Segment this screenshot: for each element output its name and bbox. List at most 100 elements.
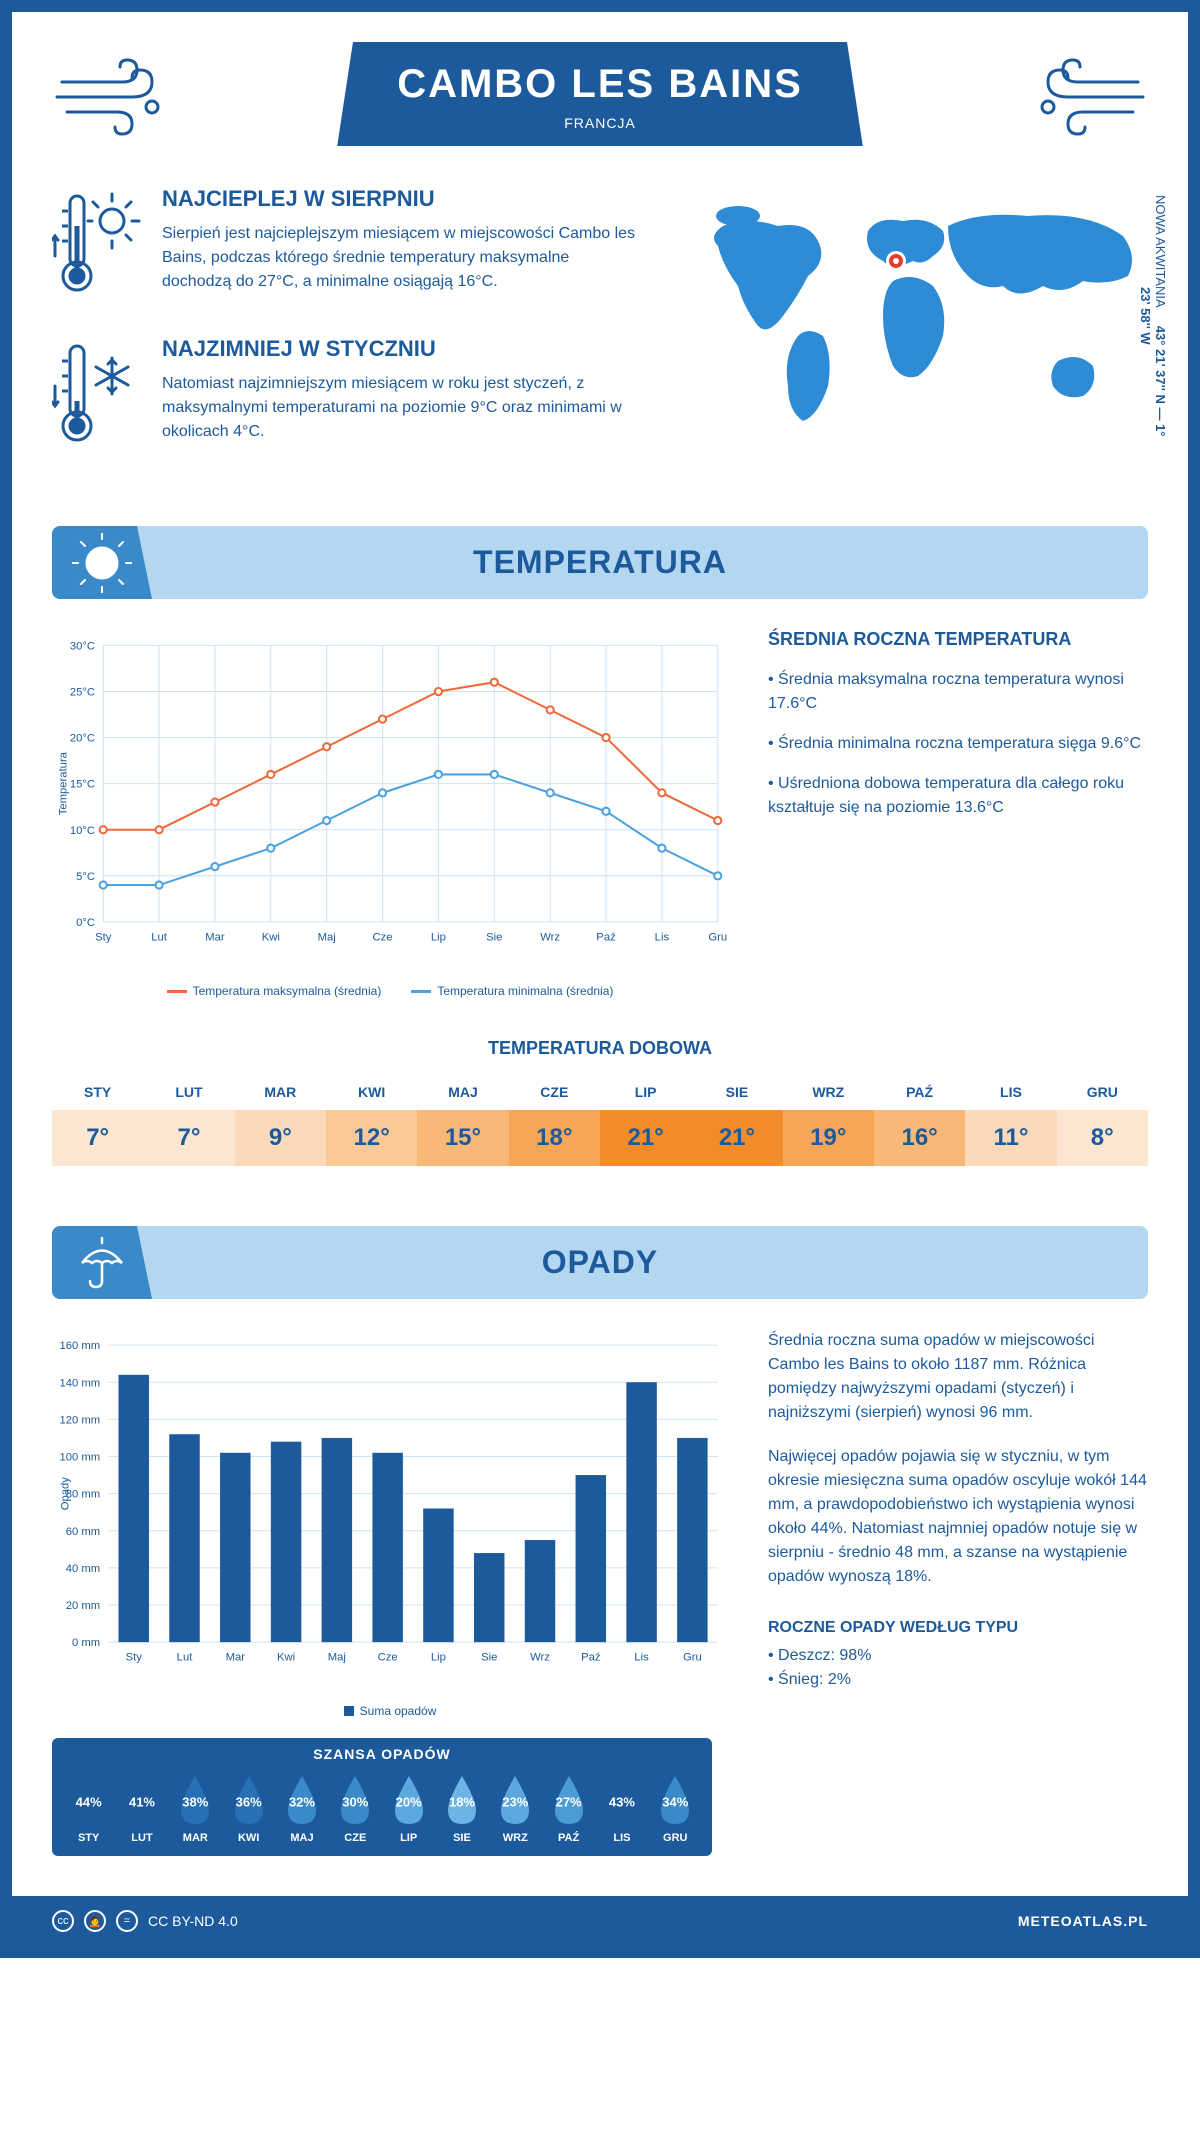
thermometer-snow-icon	[52, 336, 142, 456]
intro-left: NAJCIEPLEJ W SIERPNIU Sierpień jest najc…	[52, 186, 638, 486]
coordinates: NOWA AKWITANIA 43° 21' 37'' N — 1° 23' 5…	[1138, 186, 1168, 446]
drop-icon: 32%	[280, 1772, 324, 1826]
wind-icon-right	[1028, 52, 1148, 142]
svg-text:Temperatura: Temperatura	[57, 751, 69, 815]
license-text: CC BY-ND 4.0	[148, 1913, 238, 1929]
svg-text:160 mm: 160 mm	[59, 1340, 100, 1352]
chance-month: GRU	[653, 1832, 697, 1844]
precipitation-bar-chart: 0 mm20 mm40 mm60 mm80 mm100 mm120 mm140 …	[52, 1329, 728, 1689]
world-map-icon	[668, 186, 1148, 446]
daily-cell: MAJ15°	[417, 1074, 508, 1176]
temperature-chart-wrap: 0°C5°C10°C15°C20°C25°C30°CStyLutMarKwiMa…	[52, 629, 728, 998]
temperature-line-chart: 0°C5°C10°C15°C20°C25°C30°CStyLutMarKwiMa…	[52, 629, 728, 969]
warmest-text: Sierpień jest najcieplejszym miesiącem w…	[162, 222, 638, 294]
daily-cell: STY7°	[52, 1074, 143, 1176]
chance-month: SIE	[440, 1832, 484, 1844]
drop-icon: 18%	[440, 1772, 484, 1826]
svg-text:Lip: Lip	[431, 931, 446, 943]
svg-text:40 mm: 40 mm	[66, 1563, 100, 1575]
chance-percent: 38%	[182, 1794, 208, 1809]
chance-item: 32%MAJ	[280, 1772, 324, 1844]
precipitation-type: ROCZNE OPADY WEDŁUG TYPU • Deszcz: 98%• …	[768, 1619, 1148, 1689]
daily-value: 21°	[691, 1110, 782, 1166]
chance-month: MAR	[173, 1832, 217, 1844]
daily-value: 18°	[509, 1110, 600, 1166]
svg-text:Paź: Paź	[581, 1652, 601, 1664]
chance-percent: 27%	[556, 1794, 582, 1809]
precipitation-legend: Suma opadów	[52, 1704, 728, 1718]
temperature-info: ŚREDNIA ROCZNA TEMPERATURA • Średnia mak…	[768, 629, 1148, 998]
daily-month: KWI	[326, 1084, 417, 1110]
svg-text:60 mm: 60 mm	[66, 1526, 100, 1538]
precipitation-section-header: OPADY	[52, 1226, 1148, 1299]
daily-value: 21°	[600, 1110, 691, 1166]
svg-text:Mar: Mar	[226, 1652, 246, 1664]
svg-text:Lut: Lut	[151, 931, 168, 943]
chance-heading: SZANSA OPADÓW	[52, 1746, 712, 1762]
drop-icon: 34%	[653, 1772, 697, 1826]
chance-percent: 44%	[76, 1794, 102, 1809]
chance-item: 20% LIP	[387, 1772, 431, 1844]
chance-item: 36% KWI	[227, 1772, 271, 1844]
svg-text:Lip: Lip	[431, 1652, 446, 1664]
temperature-legend: Temperatura maksymalna (średnia) Tempera…	[52, 984, 728, 998]
svg-text:120 mm: 120 mm	[59, 1414, 100, 1426]
coldest-text: Natomiast najzimniejszym miesiącem w rok…	[162, 372, 638, 444]
temperature-section: 0°C5°C10°C15°C20°C25°C30°CStyLutMarKwiMa…	[52, 629, 1148, 998]
chance-percent: 23%	[502, 1794, 528, 1809]
coldest-heading: NAJZIMNIEJ W STYCZNIU	[162, 336, 638, 362]
chance-percent: 20%	[396, 1794, 422, 1809]
daily-month: CZE	[509, 1084, 600, 1110]
svg-text:Opady: Opady	[59, 1477, 71, 1511]
svg-text:Sty: Sty	[95, 931, 112, 943]
chance-month: LIP	[387, 1832, 431, 1844]
svg-text:0 mm: 0 mm	[72, 1637, 100, 1649]
svg-text:30°C: 30°C	[70, 640, 95, 652]
chance-item: 18% SIE	[440, 1772, 484, 1844]
footer-license: cc 🙍 = CC BY-ND 4.0	[52, 1910, 238, 1932]
chance-month: STY	[67, 1832, 111, 1844]
sun-icon	[52, 526, 152, 599]
svg-text:Lis: Lis	[655, 931, 670, 943]
daily-value: 7°	[52, 1110, 143, 1166]
daily-month: MAR	[235, 1084, 326, 1110]
chance-item: 38% MAR	[173, 1772, 217, 1844]
chance-month: LIS	[600, 1832, 644, 1844]
chance-item: 27% PAŹ	[547, 1772, 591, 1844]
daily-cell: LIS11°	[965, 1074, 1056, 1176]
svg-text:20°C: 20°C	[70, 733, 95, 745]
drop-icon: 23%	[493, 1772, 537, 1826]
daily-month: WRZ	[783, 1084, 874, 1110]
svg-text:Lut: Lut	[177, 1652, 194, 1664]
precipitation-chart-wrap: 0 mm20 mm40 mm60 mm80 mm100 mm120 mm140 …	[52, 1329, 728, 1856]
precip-type-item: • Deszcz: 98%	[768, 1647, 1148, 1665]
svg-text:Wrz: Wrz	[530, 1652, 550, 1664]
page-subtitle: FRANCJA	[397, 115, 803, 131]
svg-text:Sty: Sty	[126, 1652, 143, 1664]
chance-month: KWI	[227, 1832, 271, 1844]
legend-min: Temperatura minimalna (średnia)	[437, 984, 613, 998]
precipitation-title: OPADY	[82, 1244, 1118, 1281]
footer: cc 🙍 = CC BY-ND 4.0 METEOATLAS.PL	[12, 1896, 1188, 1946]
daily-cell: GRU8°	[1057, 1074, 1148, 1176]
daily-month: STY	[52, 1084, 143, 1110]
daily-value: 15°	[417, 1110, 508, 1166]
svg-text:Cze: Cze	[373, 931, 393, 943]
drop-icon: 36%	[227, 1772, 271, 1826]
svg-text:20 mm: 20 mm	[66, 1600, 100, 1612]
umbrella-icon	[52, 1226, 152, 1299]
temp-info-item: • Średnia maksymalna roczna temperatura …	[768, 668, 1148, 716]
chance-month: WRZ	[493, 1832, 537, 1844]
daily-temperature-table: STY7°LUT7°MAR9°KWI12°MAJ15°CZE18°LIP21°S…	[52, 1074, 1148, 1176]
temperature-section-header: TEMPERATURA	[52, 526, 1148, 599]
chance-month: PAŹ	[547, 1832, 591, 1844]
daily-temperature-heading: TEMPERATURA DOBOWA	[52, 1038, 1148, 1059]
daily-value: 16°	[874, 1110, 965, 1166]
chance-percent: 30%	[342, 1794, 368, 1809]
svg-text:Sie: Sie	[486, 931, 502, 943]
temperature-title: TEMPERATURA	[82, 544, 1118, 581]
cc-icon: cc	[52, 1910, 74, 1932]
warmest-heading: NAJCIEPLEJ W SIERPNIU	[162, 186, 638, 212]
legend-max: Temperatura maksymalna (średnia)	[193, 984, 382, 998]
legend-sum: Suma opadów	[360, 1704, 437, 1718]
